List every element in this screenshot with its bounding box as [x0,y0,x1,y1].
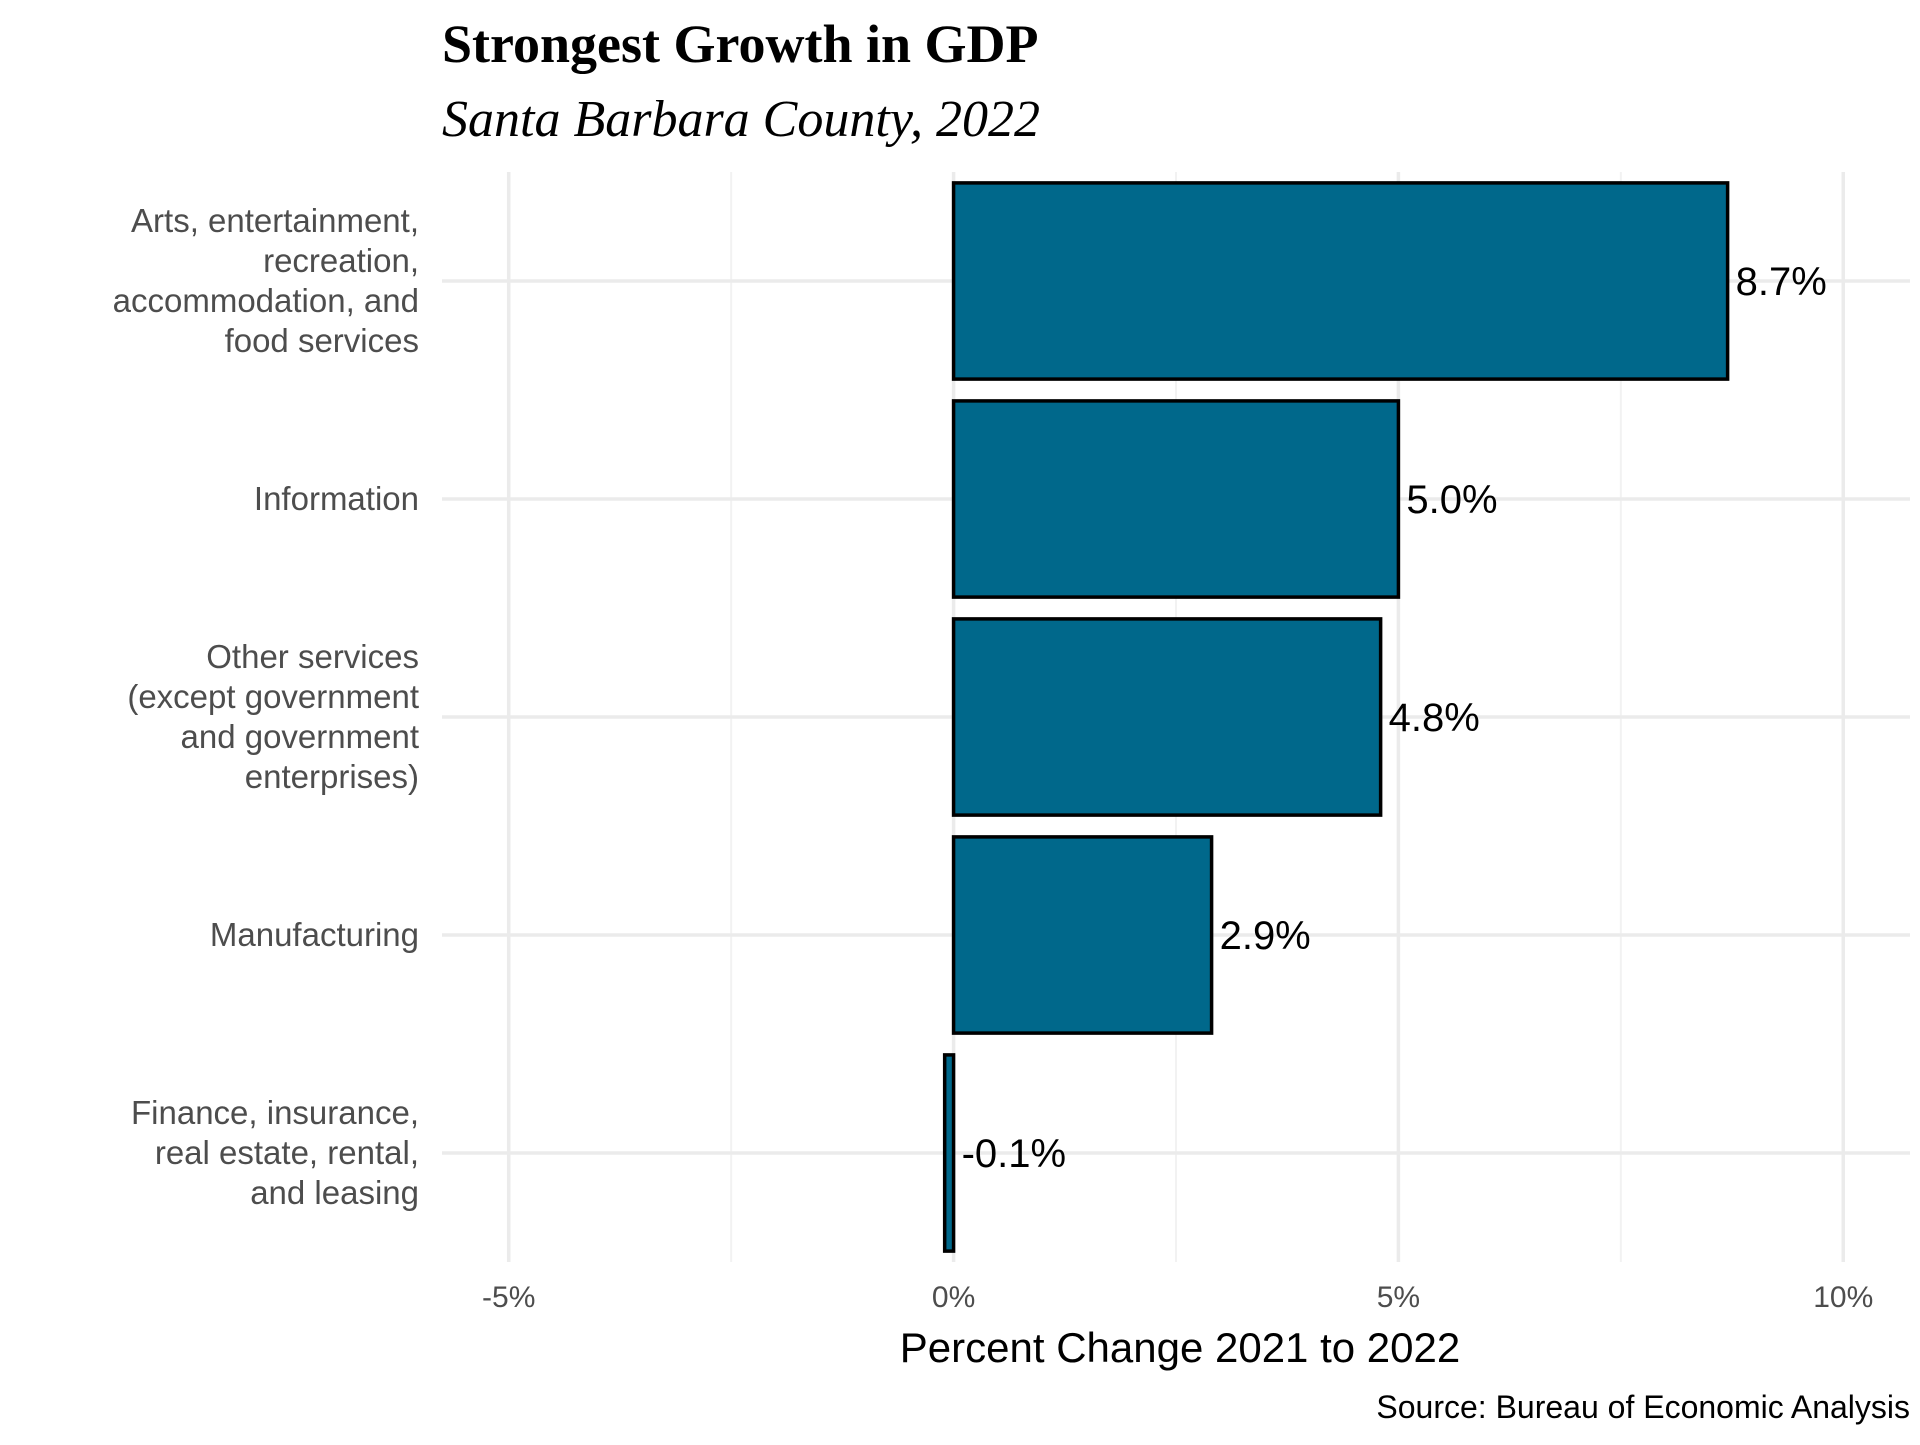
bar-value-label: 2.9% [1220,914,1311,958]
x-axis-title: Percent Change 2021 to 2022 [900,1324,1460,1371]
x-tick-label: 0% [932,1281,975,1314]
source-caption: Source: Bureau of Economic Analysis [1376,1389,1910,1425]
category-label: Arts, entertainment, recreation, accommoda… [113,202,419,359]
bar-value-label: 5.0% [1406,478,1497,522]
chart-title: Strongest Growth in GDP [442,14,1039,74]
chart-subtitle: Santa Barbara County, 2022 [442,91,1040,148]
bar [951,399,1401,599]
bar [951,617,1383,817]
bar-value-label: 4.8% [1389,696,1480,740]
x-tick-label: 10% [1813,1281,1873,1314]
category-label: Other services (except government and gove… [127,638,419,795]
bar [942,1053,956,1253]
category-label: Finance, insurance, real estate, rental, a… [131,1094,419,1211]
bar [951,181,1730,381]
x-tick-label: 5% [1377,1281,1420,1314]
x-tick-label: -5% [482,1281,535,1314]
category-label: Information [254,480,419,517]
bar-value-label: 8.7% [1736,260,1827,304]
category-label: Manufacturing [210,916,419,953]
bar [951,835,1214,1035]
bar-value-label: -0.1% [962,1132,1066,1176]
